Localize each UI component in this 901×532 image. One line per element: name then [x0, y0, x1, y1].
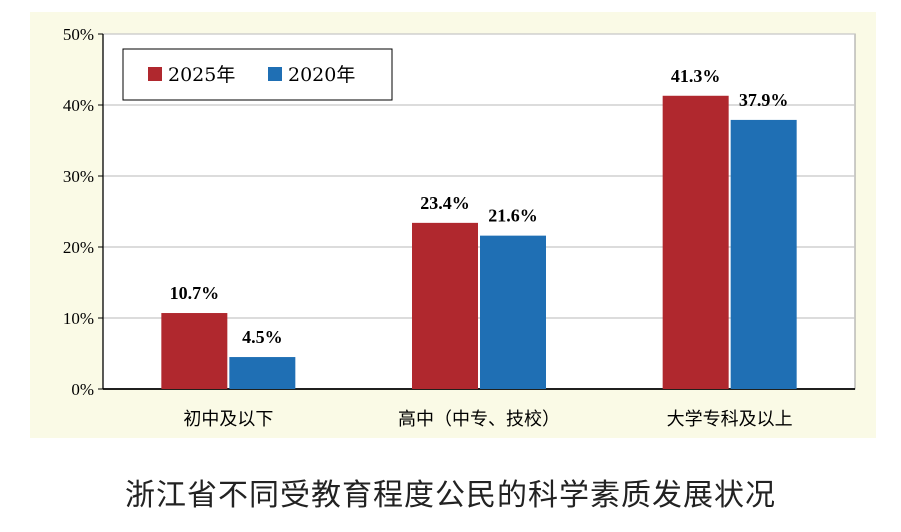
- legend-swatch: [148, 67, 162, 81]
- legend-label: 2025年: [168, 64, 235, 86]
- y-tick-label: 0%: [71, 380, 94, 399]
- data-label: 41.3%: [671, 66, 721, 86]
- x-tick-label: 大学专科及以上: [667, 409, 793, 430]
- y-tick-label: 50%: [63, 25, 94, 44]
- data-label: 10.7%: [170, 283, 220, 303]
- bar-series-2: [730, 119, 797, 389]
- y-tick-label: 30%: [63, 167, 94, 186]
- y-tick-label: 10%: [63, 309, 94, 328]
- bar-series-1: [412, 222, 478, 389]
- data-label: 21.6%: [488, 206, 538, 226]
- bar-series-1: [662, 95, 729, 390]
- data-label: 23.4%: [420, 193, 470, 213]
- data-label: 37.9%: [739, 90, 789, 110]
- legend-label: 2020年: [288, 64, 355, 86]
- y-tick-label: 20%: [63, 238, 94, 257]
- data-label: 4.5%: [242, 327, 283, 347]
- chart-panel: 0% 10% 20% 30% 40% 50% 10.7% 4.5% 初中及以下 23.4% 21.6…: [30, 12, 876, 438]
- x-tick-label: 初中及以下: [183, 409, 273, 430]
- bar-series-1: [161, 313, 228, 389]
- y-tick-label: 40%: [63, 96, 94, 115]
- figure-caption: 浙江省不同受教育程度公民的科学素质发展状况: [125, 478, 776, 513]
- x-tick-label: 高中（中专、技校）: [398, 409, 560, 430]
- bar-series-2: [229, 357, 296, 389]
- legend-swatch: [268, 67, 282, 81]
- bar-chart: 0% 10% 20% 30% 40% 50% 10.7% 4.5% 初中及以下 23.4% 21.6…: [63, 25, 856, 430]
- legend-box: [122, 48, 393, 101]
- bar-series-2: [480, 235, 546, 389]
